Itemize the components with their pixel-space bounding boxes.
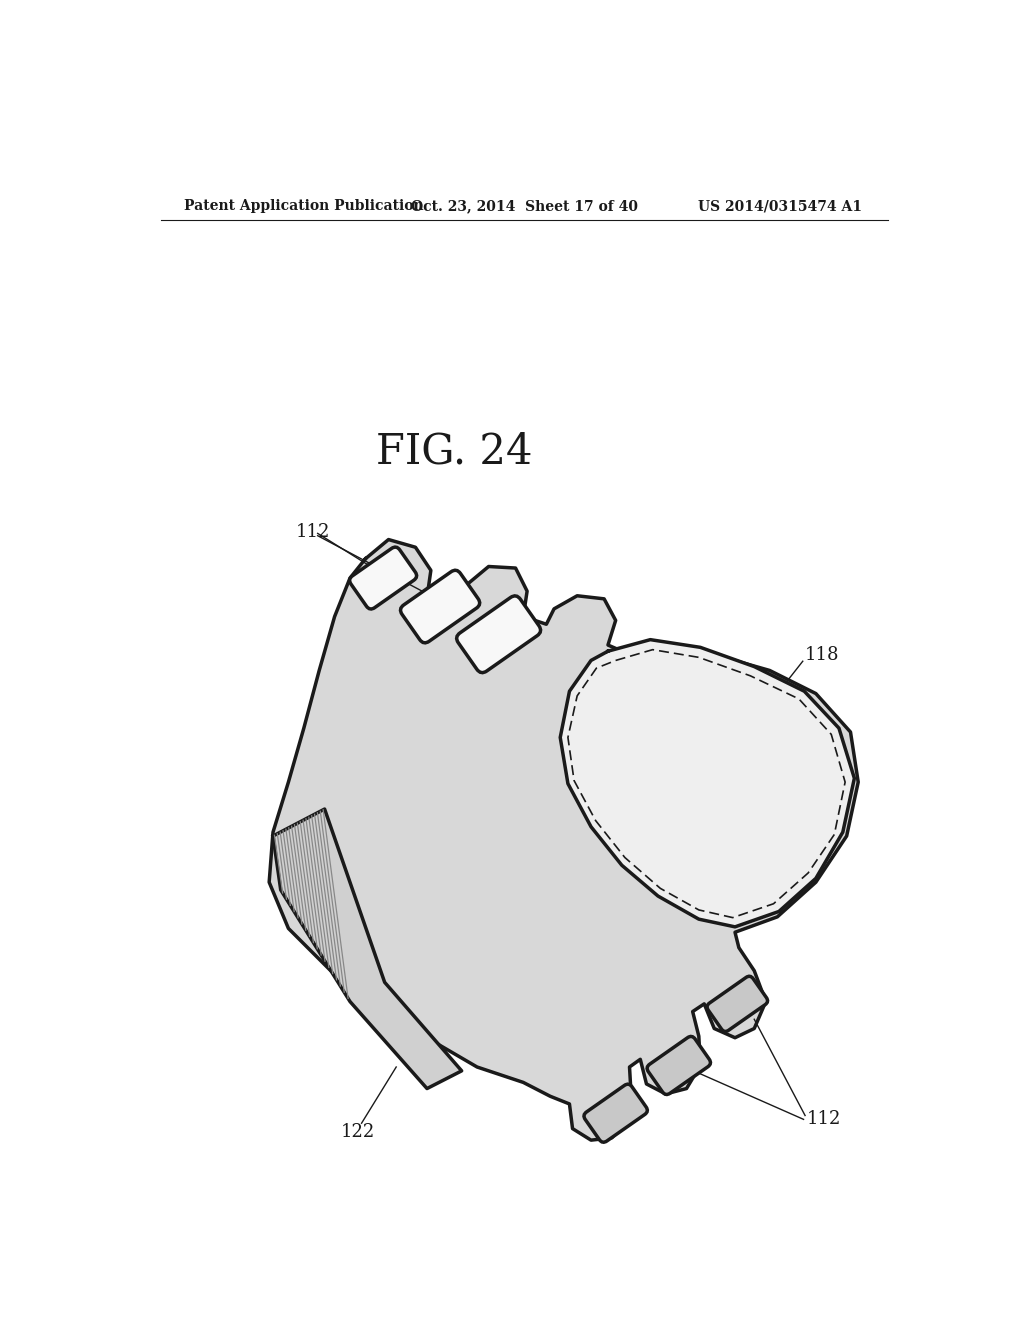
Text: Patent Application Publication: Patent Application Publication [184, 199, 424, 213]
Text: 118: 118 [804, 645, 839, 664]
Text: US 2014/0315474 A1: US 2014/0315474 A1 [698, 199, 862, 213]
FancyBboxPatch shape [707, 977, 768, 1031]
Text: 112: 112 [296, 523, 331, 541]
FancyBboxPatch shape [647, 1036, 711, 1094]
FancyBboxPatch shape [349, 546, 417, 609]
Polygon shape [269, 540, 858, 1140]
Text: FIG. 24: FIG. 24 [376, 430, 532, 473]
Polygon shape [560, 640, 854, 927]
Text: 122: 122 [341, 1123, 375, 1142]
FancyBboxPatch shape [400, 570, 479, 643]
FancyBboxPatch shape [457, 595, 541, 673]
Text: Oct. 23, 2014  Sheet 17 of 40: Oct. 23, 2014 Sheet 17 of 40 [412, 199, 638, 213]
Polygon shape [273, 809, 462, 1089]
FancyBboxPatch shape [584, 1084, 647, 1142]
Text: 112: 112 [807, 1110, 841, 1129]
